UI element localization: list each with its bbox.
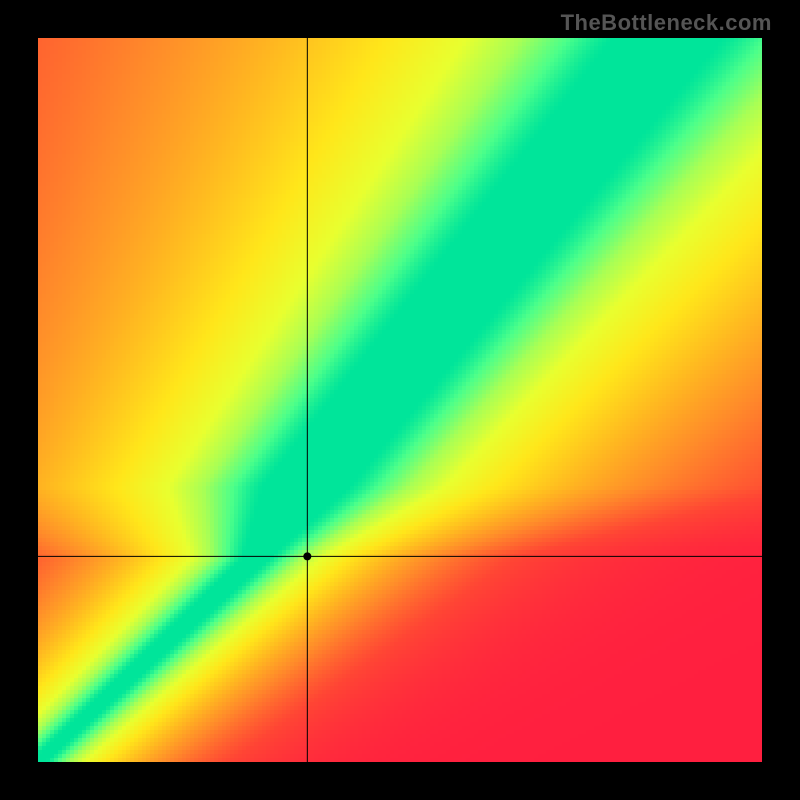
chart-container: TheBottleneck.com xyxy=(0,0,800,800)
bottleneck-heatmap xyxy=(38,38,762,762)
watermark-text: TheBottleneck.com xyxy=(561,10,772,36)
